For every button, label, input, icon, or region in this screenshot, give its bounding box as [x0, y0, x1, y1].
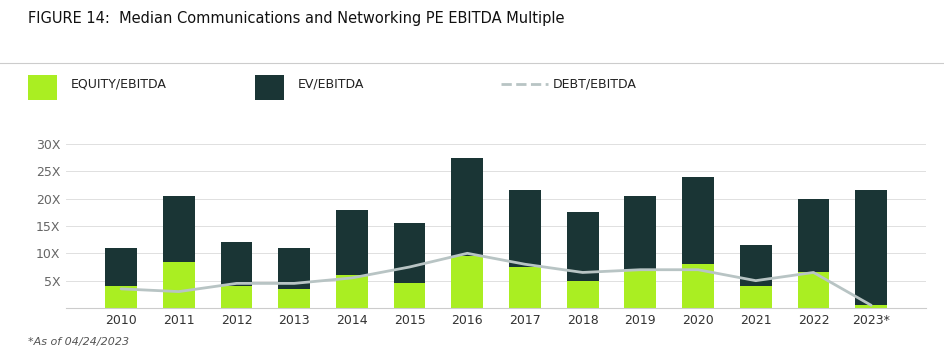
Bar — [336, 275, 367, 308]
Text: *As of 04/24/2023: *As of 04/24/2023 — [28, 336, 129, 346]
Bar — [220, 286, 252, 308]
Bar — [394, 223, 425, 284]
Bar — [336, 210, 367, 275]
Text: EV/EBITDA: EV/EBITDA — [297, 77, 363, 91]
Text: FIGURE 14:  Median Communications and Networking PE EBITDA Multiple: FIGURE 14: Median Communications and Net… — [28, 10, 565, 26]
Bar — [682, 264, 713, 308]
Bar — [278, 248, 310, 289]
Bar — [566, 212, 598, 281]
Bar — [509, 190, 540, 267]
Bar — [739, 245, 771, 286]
Bar — [624, 196, 655, 270]
Bar — [451, 158, 482, 256]
Bar — [220, 242, 252, 286]
Bar — [509, 267, 540, 308]
Bar — [394, 284, 425, 308]
Bar — [624, 270, 655, 308]
Bar — [566, 281, 598, 308]
Bar — [451, 256, 482, 308]
Bar — [854, 305, 886, 308]
Bar — [162, 196, 194, 261]
Text: EQUITY/EBITDA: EQUITY/EBITDA — [71, 77, 166, 91]
Bar — [105, 286, 137, 308]
Bar — [854, 190, 886, 305]
Text: DEBT/EBITDA: DEBT/EBITDA — [552, 77, 636, 91]
Bar — [682, 177, 713, 264]
Bar — [162, 261, 194, 308]
Bar — [797, 272, 829, 308]
Bar — [739, 286, 771, 308]
Bar — [278, 289, 310, 308]
Bar — [105, 248, 137, 286]
Bar — [797, 199, 829, 272]
